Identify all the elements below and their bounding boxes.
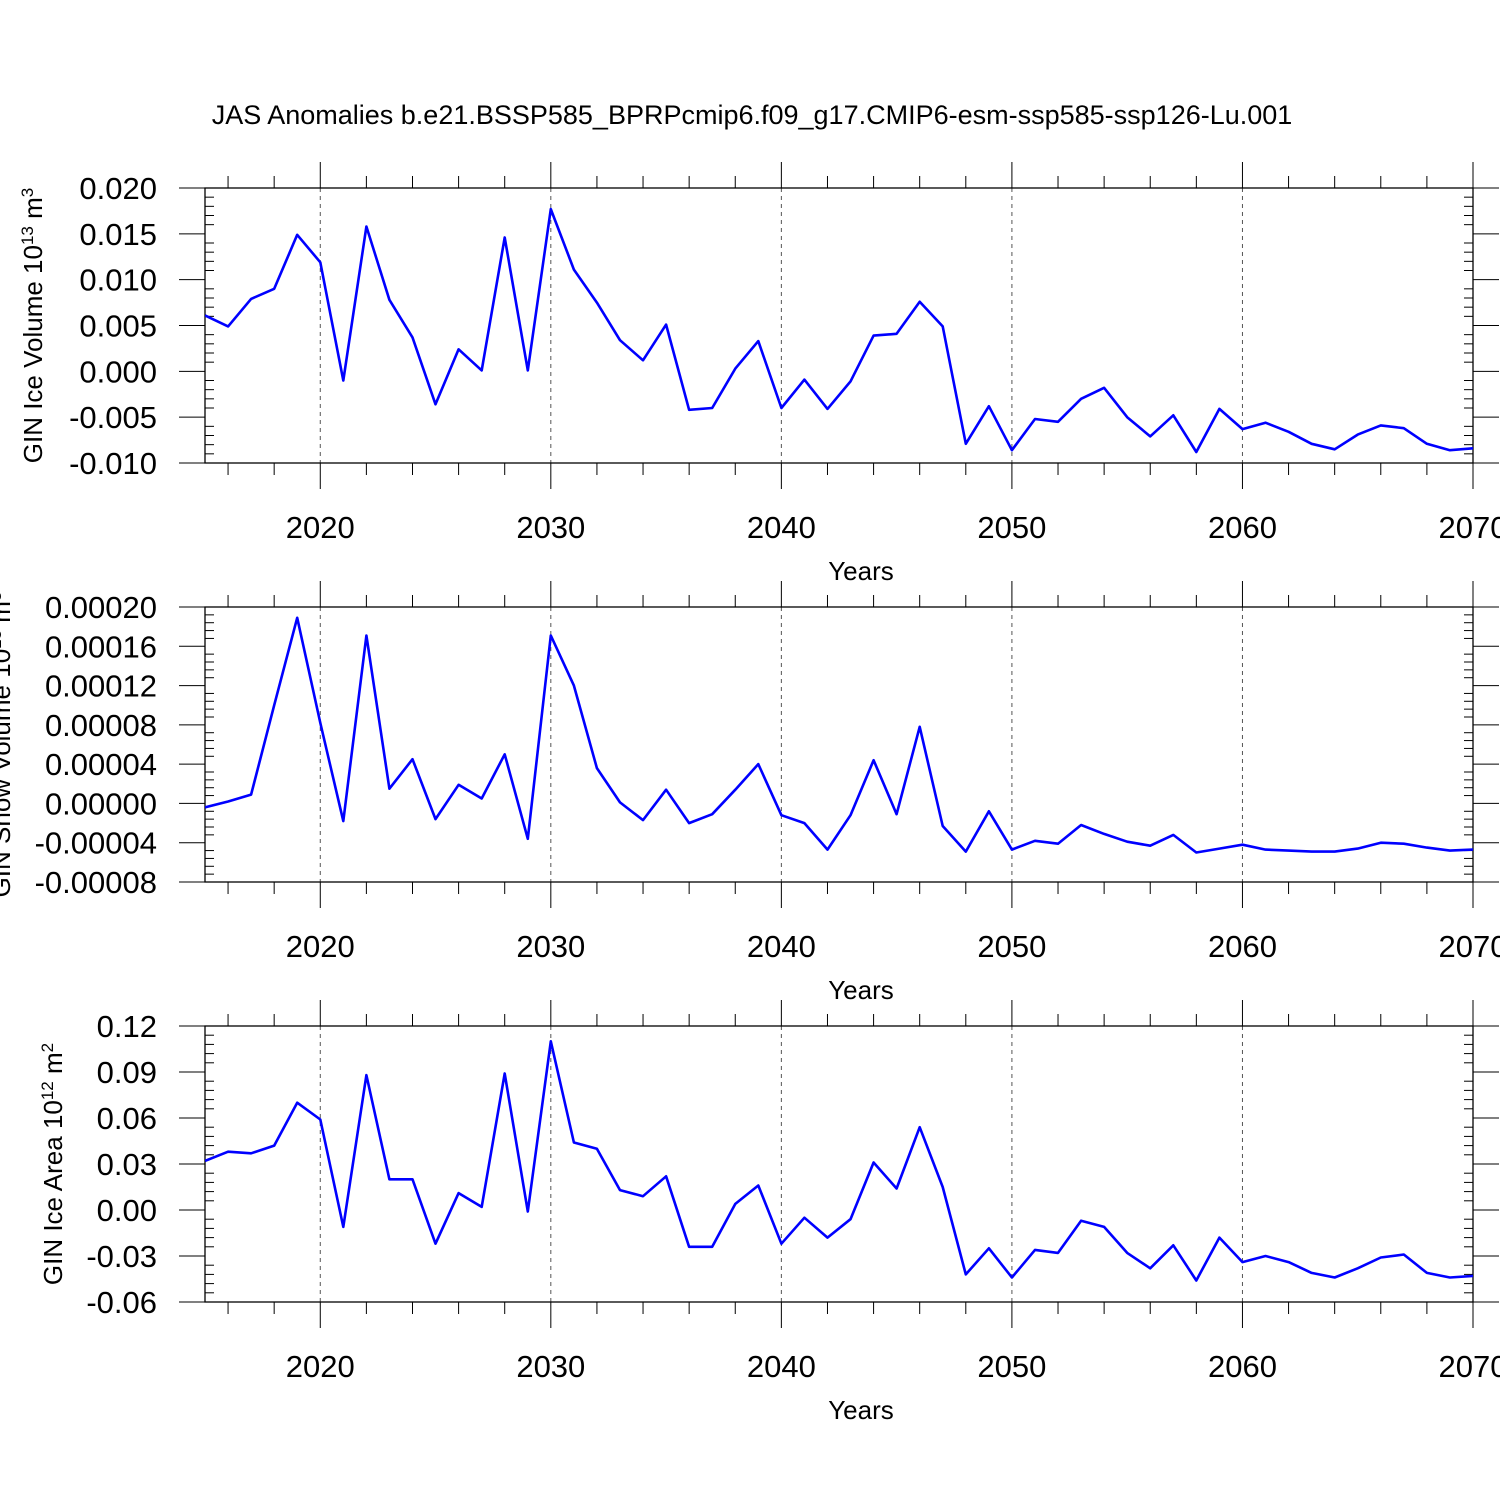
y-tick-label: 0.12 (97, 1009, 157, 1044)
y-axis-label-superscript: 13 (18, 226, 37, 245)
x-tick-label: 2050 (977, 510, 1046, 545)
x-tick-label: 2050 (977, 929, 1046, 964)
x-tick-label: 2030 (516, 929, 585, 964)
panel-1: -0.010 -0.005 0.000 0.005 0.010 0.015 0.020 202… (18, 162, 1500, 586)
y-tick-label: 0.005 (79, 309, 157, 344)
y-axis-label: GIN Ice Area 1012 m2 (38, 1043, 69, 1285)
series-line (205, 618, 1473, 853)
y-tick-label: 0.06 (97, 1101, 157, 1136)
y-tick-label: 0.020 (79, 171, 157, 206)
chart-title: JAS Anomalies b.e21.BSSP585_BPRPcmip6.f0… (212, 100, 1293, 130)
y-axis-label-part: m (0, 601, 16, 630)
y-axis-label-superscript: 12 (38, 1081, 57, 1100)
y-tick-label: -0.06 (86, 1285, 157, 1320)
x-tick-label: 2070 (1439, 929, 1500, 964)
x-axis-label: Years (828, 1395, 894, 1425)
x-tick-label: 2040 (747, 929, 816, 964)
series-line (205, 209, 1473, 452)
panel-3: -0.06 -0.03 0.00 0.03 0.06 0.09 0.12 2020 2030 20… (38, 1000, 1500, 1425)
y-axis-label-part: m (38, 1052, 68, 1081)
x-tick-label: 2050 (977, 1349, 1046, 1384)
y-axis-label-part: m (18, 197, 48, 226)
x-tick-label: 2060 (1208, 510, 1277, 545)
y-tick-label: 0.010 (79, 263, 157, 298)
y-tick-label: -0.005 (69, 400, 157, 435)
y-tick-label: 0.00012 (45, 669, 157, 704)
y-tick-label: -0.03 (86, 1239, 157, 1274)
y-tick-label: 0.00020 (45, 590, 157, 625)
x-tick-label: 2060 (1208, 929, 1277, 964)
y-axis-label-part: GIN Ice Area 10 (38, 1100, 68, 1285)
y-tick-label: -0.00004 (35, 826, 157, 861)
series-line (205, 1041, 1473, 1280)
y-axis-label-part: GIN Snow Volume 10 (0, 649, 16, 898)
x-tick-label: 2020 (286, 1349, 355, 1384)
x-tick-label: 2070 (1439, 510, 1500, 545)
y-axis-label: GIN Ice Volume 1013 m3 (18, 188, 49, 464)
y-tick-label: 0.000 (79, 354, 157, 389)
x-tick-label: 2040 (747, 510, 816, 545)
x-tick-label: 2070 (1439, 1349, 1500, 1384)
y-axis-label-superscript: 13 (0, 630, 5, 649)
x-tick-label: 2020 (286, 929, 355, 964)
y-tick-label: 0.00008 (45, 708, 157, 743)
plot-frame (205, 188, 1473, 463)
y-tick-label: -0.010 (69, 446, 157, 481)
plot-frame (205, 607, 1473, 882)
y-tick-label: 0.015 (79, 217, 157, 252)
y-tick-label: 0.03 (97, 1147, 157, 1182)
y-tick-label: -0.00008 (35, 865, 157, 900)
y-tick-label: 0.00 (97, 1193, 157, 1228)
y-tick-label: 0.00016 (45, 629, 157, 664)
y-tick-label: 0.00000 (45, 786, 157, 821)
y-tick-label: 0.09 (97, 1055, 157, 1090)
y-tick-label: 0.00004 (45, 747, 157, 782)
x-tick-label: 2060 (1208, 1349, 1277, 1384)
x-tick-label: 2030 (516, 1349, 585, 1384)
y-axis-label-part: GIN Ice Volume 10 (18, 245, 48, 463)
x-axis-label: Years (828, 975, 894, 1005)
y-axis-label: GIN Snow Volume 1013 m3 (0, 592, 16, 898)
y-axis-label-superscript: 3 (0, 592, 5, 601)
x-axis-label: Years (828, 556, 894, 586)
x-tick-label: 2020 (286, 510, 355, 545)
y-axis-label-superscript: 3 (18, 188, 37, 197)
panel-2: -0.00008 -0.00004 0.00000 0.00004 0.00008 0.0… (0, 581, 1500, 1005)
x-tick-label: 2040 (747, 1349, 816, 1384)
x-tick-label: 2030 (516, 510, 585, 545)
y-axis-label-superscript: 2 (38, 1043, 57, 1052)
